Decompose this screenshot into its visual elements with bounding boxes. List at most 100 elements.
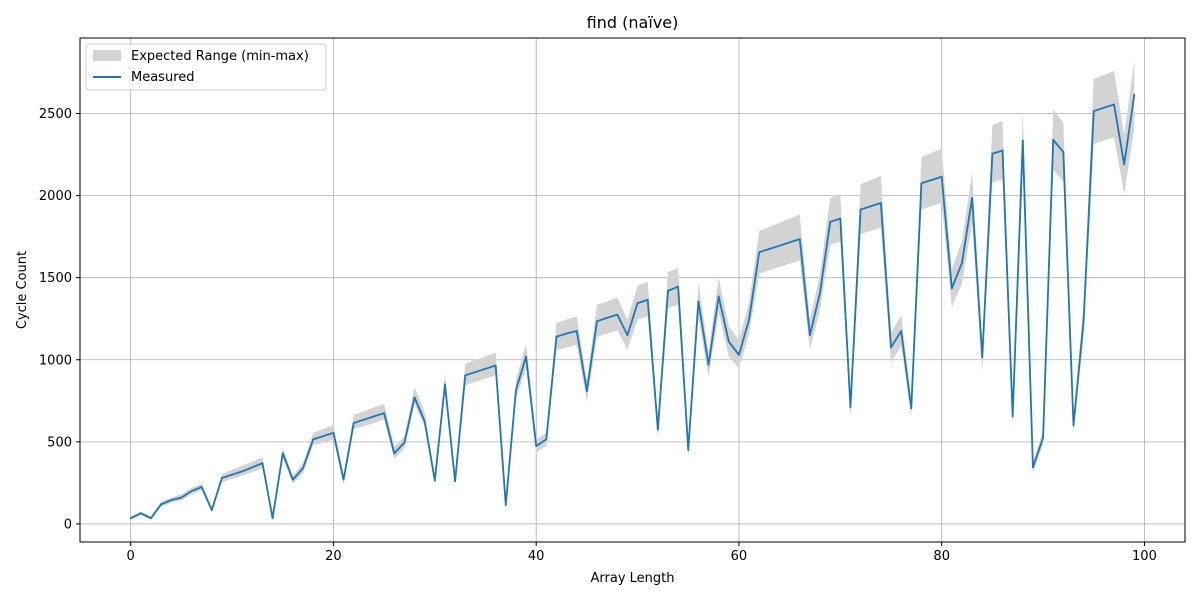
measured-point [302,467,304,470]
measured-point [484,367,487,370]
measured-point [504,504,507,506]
x-tick-label: 0 [127,549,135,564]
measured-point [1042,436,1044,439]
measured-point [444,383,446,386]
measured-point [423,420,426,423]
measured-point [525,355,527,358]
measured-point [849,406,852,409]
measured-point [342,478,345,481]
measured-point [646,298,649,301]
x-axis-label: Array Length [591,571,675,586]
measured-point [1123,163,1126,166]
measured-point [971,197,974,199]
measured-point [606,317,609,319]
measured-point [1001,149,1004,152]
measured-point [707,363,710,366]
y-tick-label: 1500 [39,271,72,286]
measured-point [231,473,233,476]
measured-point [656,428,659,431]
measured-point [170,499,173,502]
measured-point [1052,138,1055,141]
y-tick-label: 500 [47,435,72,450]
measured-point [413,396,416,399]
measured-point [190,490,193,493]
measured-point [748,318,750,321]
measured-point [312,438,315,441]
measured-point [261,462,264,465]
measured-point [180,496,183,499]
measured-point [241,470,244,473]
measured-point [1092,110,1095,112]
measured-point [139,512,142,515]
measured-point [727,340,730,343]
measured-point [393,452,396,455]
measured-point [1102,106,1105,109]
measured-point [575,330,578,332]
measured-point [160,503,163,506]
measured-point [373,415,375,418]
x-axis-ticks: 0 20 40 60 80 100 [127,542,1157,564]
measured-point [687,449,690,451]
measured-point [677,285,680,288]
measured-point [1011,415,1014,418]
range-band-layer [130,60,1135,520]
measured-point [1062,151,1065,153]
measured-point [545,438,548,441]
grid [80,38,1185,542]
measured-point [291,478,294,481]
measured-point [362,418,365,421]
measured-point [798,238,801,241]
data-points-layer [129,93,1136,520]
measured-point [433,479,436,482]
measured-point [697,300,700,303]
measured-point [1021,139,1024,142]
measured-point [1133,93,1136,96]
measured-point [1032,466,1034,469]
measured-point [920,182,923,185]
y-tick-label: 0 [64,517,72,532]
measured-point [200,486,203,488]
measured-point [961,262,963,264]
measured-point [900,330,903,332]
legend-measured-label: Measured [131,70,195,85]
y-tick-label: 1000 [39,353,72,368]
measured-point [869,205,872,208]
measured-point [981,356,984,359]
measured-point [829,220,832,223]
measured-point [565,332,568,335]
measured-point [839,217,842,220]
x-tick-label: 40 [528,549,545,564]
measured-point [383,412,386,415]
measured-point [991,152,994,155]
measured-point [1082,319,1085,322]
measured-point [1113,103,1115,106]
measured-point [515,389,517,392]
x-tick-label: 100 [1132,549,1157,564]
measured-point [626,334,629,337]
measured-point [930,179,933,181]
plot-frame [79,37,1186,543]
y-axis-label: Cycle Count [15,251,30,329]
x-tick-label: 20 [325,549,342,564]
x-tick-label: 60 [731,549,748,564]
x-tick-label: 80 [933,549,950,564]
measured-point [950,287,953,290]
measured-point [879,202,882,204]
measured-point [271,517,274,520]
measured-point [778,244,781,247]
y-tick-label: 2000 [39,189,72,204]
measured-point [819,291,821,294]
measured-point [1072,424,1075,427]
measured-point [474,371,477,373]
measured-series-line [130,94,1136,520]
measured-point [322,435,325,438]
measured-point [890,346,892,349]
measured-point [129,517,132,520]
measured-point [221,477,223,479]
measured-point [788,241,791,244]
measured-point [210,509,213,511]
measured-point [616,313,619,316]
measured-point [332,431,335,434]
measured-point [809,334,811,337]
